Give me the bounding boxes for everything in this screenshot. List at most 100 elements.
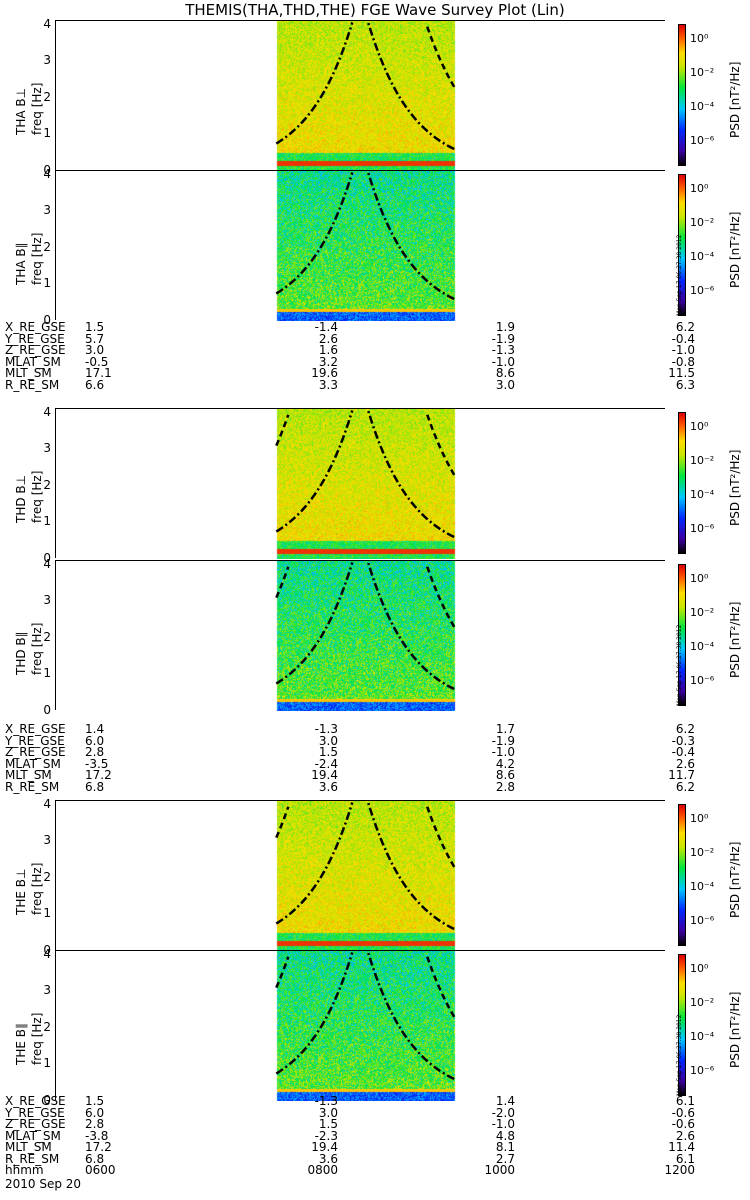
ephemeris-row: R_RE_SM 6.6 3.3 3.0 6.3 <box>5 377 745 392</box>
ephemeris-value: 11.7 <box>668 768 695 782</box>
ephemeris-value: -0.3 <box>671 733 695 748</box>
ephemeris-value: -1.9 <box>491 733 515 748</box>
ephemeris-value: 17.2 <box>85 1140 112 1154</box>
y-tick-label: 1 <box>43 514 51 529</box>
ephemeris-value: 1.4 <box>85 722 105 736</box>
ephemeris-row: MLAT_SM -3.5 -2.4 4.2 2.6 <box>5 756 745 771</box>
colorbar-tick-label: 10⁰ <box>690 420 709 433</box>
colorbar-tick-label: 10⁻⁴ <box>690 250 715 263</box>
ephemeris-value: 3.2 <box>318 354 338 369</box>
cyclotron-curve <box>425 563 456 628</box>
spectrogram-image <box>56 171 666 321</box>
colorbar-tick-label: 10⁻⁴ <box>690 640 715 653</box>
ephemeris-value: 1.5 <box>318 1117 338 1131</box>
y-axis-label: freq [Hz] <box>30 82 44 135</box>
ephemeris-value: 6.0 <box>85 733 105 748</box>
colorbar-label: PSD [nT²/Hz] <box>728 991 742 1068</box>
colorbar-tick-label: 10⁻⁴ <box>690 1030 715 1043</box>
colorbar-tick-label: 10⁻² <box>690 606 715 619</box>
colorbar-label: PSD [nT²/Hz] <box>728 601 742 678</box>
ephemeris-value: -0.6 <box>671 1105 695 1120</box>
cyclotron-curve <box>425 23 456 88</box>
y-tick-label: 0 <box>43 943 51 957</box>
y-tick-label: 2 <box>43 869 51 884</box>
y-tick-label: 4 <box>43 404 51 419</box>
colorbar-tick-label: 10⁻² <box>690 454 715 467</box>
spectrogram-panel <box>55 950 666 1101</box>
y-axis-label: freq [Hz] <box>30 470 44 523</box>
ephemeris-value: -1.0 <box>491 354 515 369</box>
cyclotron-curve <box>275 562 354 685</box>
ephemeris-row: Y_RE_GSE 6.0 3.0 -1.9 -0.3 <box>5 733 745 748</box>
colorbar-tick-label: 10⁻² <box>690 846 715 859</box>
cyclotron-curve <box>275 952 354 1075</box>
ephemeris-value: 2.7 <box>495 1151 515 1166</box>
ephemeris-value: -1.0 <box>671 343 695 357</box>
ephemeris-value: 19.4 <box>311 1140 338 1154</box>
colorbar-tick-label: 10⁰ <box>690 572 709 585</box>
ephemeris-label: Y_RE_GSE <box>5 331 65 346</box>
spectrogram-image <box>56 951 666 1101</box>
ephemeris-row: R_RE_SM 6.8 3.6 2.7 6.1 <box>5 1151 745 1166</box>
ephemeris-value: -2.3 <box>314 1128 338 1143</box>
ephemeris-value: 6.8 <box>85 779 105 794</box>
ephemeris-value: 1.4 <box>495 1094 515 1108</box>
y-tick-label: 2 <box>43 1019 51 1034</box>
ephemeris-value: 3.6 <box>318 779 338 794</box>
colorbar-label: PSD [nT²/Hz] <box>728 61 742 138</box>
ephemeris-value: 3.3 <box>318 377 338 392</box>
ephemeris-value: 6.3 <box>675 377 695 392</box>
ephemeris-value: 1.9 <box>495 320 515 334</box>
probe-label: THA B⊥ <box>14 87 28 135</box>
y-axis-label: freq [Hz] <box>30 1012 44 1065</box>
colorbar-tick-label: 10⁻⁴ <box>690 488 715 501</box>
spectrogram-panel <box>55 800 666 951</box>
ephemeris-value: -1.3 <box>314 1094 338 1108</box>
cyclotron-curve <box>275 566 290 599</box>
ephemeris-row: MLT_SM 17.1 19.6 8.6 11.5 <box>5 366 745 380</box>
colorbar <box>678 564 686 706</box>
ephemeris-row: X_RE_GSE 1.5 -1.4 1.9 6.2 <box>5 320 745 334</box>
probe-label: THD B⊥ <box>14 474 28 523</box>
ephemeris-value: 6.1 <box>675 1094 695 1108</box>
ephemeris-value: 6.8 <box>85 1151 105 1166</box>
y-tick-label: 4 <box>43 16 51 31</box>
ephemeris-value: 3.0 <box>85 343 105 357</box>
cyclotron-curves <box>275 562 456 691</box>
ephemeris-value: 2.6 <box>675 756 695 771</box>
cyclotron-curve <box>425 803 456 868</box>
colorbar-tick-label: 10⁻⁶ <box>690 522 715 535</box>
ephemeris-value: 17.2 <box>85 768 112 782</box>
cyclotron-curve <box>275 22 354 145</box>
ephemeris-label: X_RE_GSE <box>5 722 66 736</box>
ephemeris-value: 3.6 <box>318 1151 338 1166</box>
ephemeris-label: hhmm <box>5 1163 44 1177</box>
ephemeris-value: 1.5 <box>85 320 105 334</box>
ephemeris-value: 4.2 <box>495 756 515 771</box>
ephemeris-value: 6.2 <box>675 722 695 736</box>
ephemeris-label: Z_RE_GSE <box>5 343 66 357</box>
cyclotron-curve <box>275 410 354 533</box>
cyclotron-curves <box>275 22 456 151</box>
ephemeris-label: Z_RE_GSE <box>5 745 66 759</box>
ephemeris-value: 2.8 <box>495 779 515 794</box>
y-tick-label: 3 <box>43 53 51 68</box>
cyclotron-curves <box>275 952 456 1081</box>
ephemeris-row: MLT_SM 17.2 19.4 8.1 11.4 <box>5 1140 745 1154</box>
y-tick-label: 4 <box>43 166 51 181</box>
ephemeris-row: X_RE_GSE 1.4 -1.3 1.7 6.2 <box>5 722 745 736</box>
y-tick-label: 2 <box>43 239 51 254</box>
y-tick-label: 4 <box>43 946 51 961</box>
cyclotron-curve <box>367 952 455 1081</box>
ephemeris-value: 3.0 <box>495 377 515 392</box>
colorbar-tick-label: 10⁻² <box>690 996 715 1009</box>
ephemeris-value: 0800 <box>307 1163 338 1177</box>
y-tick-label: 0 <box>43 551 51 565</box>
ephemeris-value: -2.4 <box>314 756 338 771</box>
colorbar <box>678 954 686 1096</box>
cyclotron-curve <box>367 22 455 151</box>
ephemeris-value: 8.6 <box>495 366 515 380</box>
ephemeris-label: X_RE_GSE <box>5 320 66 334</box>
spectrogram-image <box>56 409 666 559</box>
ephemeris-label: MLT_SM <box>5 366 52 380</box>
